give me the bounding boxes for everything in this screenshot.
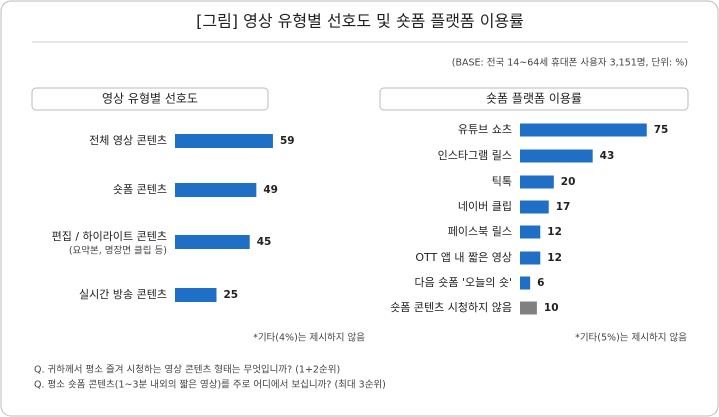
bar (520, 123, 647, 137)
category-label: 틱톡 (492, 175, 512, 188)
value-label: 12 (547, 252, 562, 264)
value-label: 12 (547, 226, 562, 238)
value-label: 17 (556, 201, 571, 213)
panel-header (31, 87, 269, 111)
bar (520, 301, 537, 315)
bar (520, 225, 541, 239)
note: *기타(5%)는 제시하지 않음 (575, 332, 687, 344)
note: *기타(4%)는 제시하지 않음 (253, 332, 365, 344)
bar (175, 183, 257, 197)
value-label: 6 (537, 277, 544, 289)
category-label: 페이스북 릴스 (448, 225, 512, 238)
bar (520, 175, 554, 189)
value-label: 20 (561, 176, 576, 188)
base-note: (BASE: 전국 14~64세 휴대폰 사용자 3,151명, 단위: %) (452, 57, 688, 69)
bar (520, 276, 531, 290)
category-label: 편집 / 하이라이트 콘텐츠 (52, 229, 167, 243)
chart-title: 숏폼 플랫폼 이용률 (486, 92, 582, 106)
category-label: 전체 영상 콘텐츠 (89, 134, 167, 147)
bar (175, 235, 250, 249)
bar (520, 149, 593, 163)
panel-header (379, 87, 689, 111)
question: Q. 귀하께서 평소 즐겨 시청하는 영상 콘텐츠 형태는 무엇입니까? (1+… (34, 364, 340, 376)
value-label: 45 (257, 236, 272, 248)
category-label: 다음 숏폼 '오늘의 숏' (415, 276, 513, 289)
category-label: 실시간 방송 콘텐츠 (79, 288, 167, 301)
bar (520, 251, 541, 265)
value-label: 59 (280, 135, 295, 147)
question: Q. 평소 숏폼 콘텐츠(1~3분 내외의 짧은 영상)를 주로 어디에서 보십… (34, 379, 386, 391)
chart-title: 영상 유형별 선호도 (102, 92, 198, 106)
category-label: 숏폼 콘텐츠 (113, 183, 167, 196)
value-label: 10 (544, 302, 559, 314)
bar (175, 288, 217, 302)
title: [그림] 영상 유형별 선호도 및 숏폼 플랫폼 이용률 (196, 12, 524, 31)
value-label: 25 (224, 289, 239, 301)
value-label: 43 (600, 150, 615, 162)
category-label: OTT 앱 내 짧은 영상 (415, 250, 512, 264)
category-sublabel: (요약본, 명장면 클립 등) (69, 245, 167, 257)
value-label: 49 (263, 184, 278, 196)
value-label: 75 (654, 124, 669, 136)
bar (520, 200, 549, 214)
category-label: 네이버 클립 (458, 200, 512, 213)
category-label: 인스타그램 릴스 (438, 149, 512, 162)
category-label: 숏폼 콘텐츠 시청하지 않음 (390, 300, 512, 314)
bar (175, 134, 273, 148)
category-label: 유튜브 쇼츠 (458, 123, 512, 136)
